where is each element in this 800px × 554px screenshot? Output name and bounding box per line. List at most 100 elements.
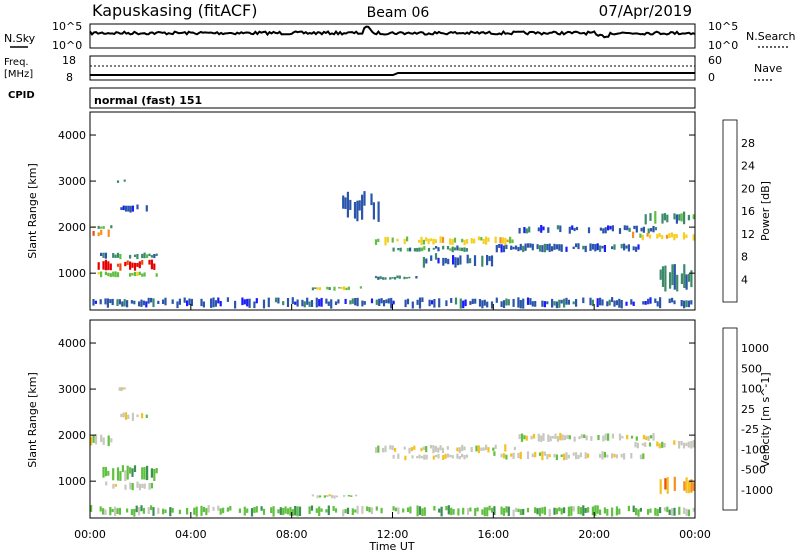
power-data-cell — [409, 247, 412, 252]
velocity-data-cell — [418, 506, 422, 515]
power-data-cell — [690, 270, 693, 288]
power-data-cell — [112, 271, 115, 277]
velocity-data-cell — [542, 433, 545, 441]
velocity-data-cell — [540, 435, 543, 442]
power-data-cell — [420, 236, 423, 246]
power-data-cell — [558, 299, 561, 308]
velocity-ylabel: Slant Range [km] — [26, 372, 39, 468]
velocity-data-cell — [531, 453, 534, 458]
power-data-cell — [473, 238, 476, 244]
velocity-data-cell — [642, 434, 645, 440]
velocity-data-cell — [446, 453, 450, 458]
power-data-cell — [625, 301, 628, 306]
power-data-cell — [130, 300, 133, 304]
velocity-data-cell — [541, 507, 544, 514]
power-data-cell — [647, 298, 650, 305]
velocity-data-cell — [325, 509, 328, 513]
velocity-data-cell — [461, 444, 464, 452]
velocity-data-cell — [186, 507, 189, 515]
velocity-data-cell — [485, 444, 488, 451]
velocity-data-cell — [637, 509, 640, 517]
velocity-data-cell — [100, 434, 103, 443]
power-data-cell — [427, 247, 431, 252]
power-data-cell — [486, 301, 489, 308]
velocity-data-cell — [543, 506, 546, 515]
velocity-data-cell — [116, 467, 120, 481]
velocity-data-cell — [200, 505, 203, 516]
power-data-cell — [136, 254, 139, 260]
velocity-data-cell — [133, 508, 136, 517]
power-data-cell — [303, 301, 306, 308]
power-data-cell — [499, 237, 502, 244]
velocity-data-cell — [512, 452, 515, 459]
date-title: 07/Apr/2019 — [599, 2, 692, 20]
velocity-data-cell — [389, 445, 392, 450]
velocity-data-cell — [410, 447, 413, 452]
power-data-cell — [611, 225, 614, 232]
velocity-data-cell — [678, 506, 681, 515]
power-data-cell — [217, 297, 220, 304]
velocity-data-cell — [119, 471, 122, 481]
power-data-cell — [463, 247, 466, 252]
velocity-data-cell — [109, 507, 112, 516]
velocity-data-cell — [162, 508, 165, 515]
velocity-data-cell — [131, 483, 134, 491]
nave-label: Nave — [754, 62, 782, 75]
velocity-data-cell — [687, 480, 691, 494]
x-tick-label: 00:00 — [679, 528, 711, 541]
power-data-cell — [399, 247, 402, 252]
power-data-cell — [478, 299, 482, 307]
power-data-cell — [121, 301, 124, 307]
power-ylabel: Slant Range [km] — [26, 163, 39, 259]
power-data-cell — [200, 298, 203, 307]
power-data-cell — [589, 297, 592, 306]
power-data-cell — [517, 246, 520, 252]
power-data-cell — [531, 243, 534, 251]
power-data-cell — [422, 239, 425, 245]
power-colorbar-label: Power [dB] — [759, 181, 772, 241]
power-data-cell — [473, 255, 477, 266]
velocity-data-cell — [482, 447, 485, 451]
power-data-cell — [692, 234, 695, 241]
power-data-cell — [398, 275, 401, 279]
velocity-data-cell — [456, 447, 459, 452]
velocity-data-cell — [587, 453, 590, 458]
velocity-data-cell — [112, 468, 115, 481]
velocity-colorbar-tick: -25 — [741, 423, 759, 436]
velocity-data-cell — [543, 451, 546, 456]
velocity-data-cell — [316, 495, 319, 499]
power-data-cell — [536, 244, 539, 250]
power-data-cell — [136, 271, 139, 276]
velocity-data-cell — [647, 509, 650, 515]
power-data-cell — [344, 197, 347, 209]
velocity-data-cell — [572, 506, 575, 512]
power-data-cell — [153, 254, 156, 259]
power-data-cell — [558, 244, 561, 251]
power-panel: 1000 2000 3000 4000 Slant Range [km] 4 8 12 16… — [26, 111, 772, 311]
velocity-data-cell — [556, 436, 559, 442]
velocity-data-cell — [611, 433, 614, 439]
velocity-data-cell — [563, 453, 566, 461]
velocity-data-cell — [422, 446, 425, 450]
power-data-cell — [451, 246, 454, 253]
power-data-cell — [626, 225, 629, 231]
velocity-data-cell — [615, 454, 618, 459]
power-data-cell — [429, 238, 433, 242]
velocity-data-cell — [291, 509, 294, 516]
power-colorbar-tick: 4 — [741, 273, 748, 286]
power-data-cell — [628, 227, 631, 232]
velocity-data-cell — [573, 436, 576, 442]
velocity-data-cell — [591, 506, 594, 516]
power-data-cell — [107, 261, 110, 271]
velocity-data-cell — [450, 507, 453, 516]
velocity-data-cell — [413, 445, 416, 450]
velocity-data-cell — [532, 433, 536, 439]
velocity-data-cell — [310, 505, 314, 511]
velocity-data-cell — [466, 508, 470, 515]
power-data-cell — [413, 248, 416, 252]
velocity-data-cell — [90, 436, 93, 446]
power-colorbar-tick: 28 — [741, 137, 755, 150]
velocity-data-cell — [403, 446, 406, 450]
velocity-data-cell — [613, 453, 616, 458]
velocity-data-cell — [620, 453, 623, 458]
